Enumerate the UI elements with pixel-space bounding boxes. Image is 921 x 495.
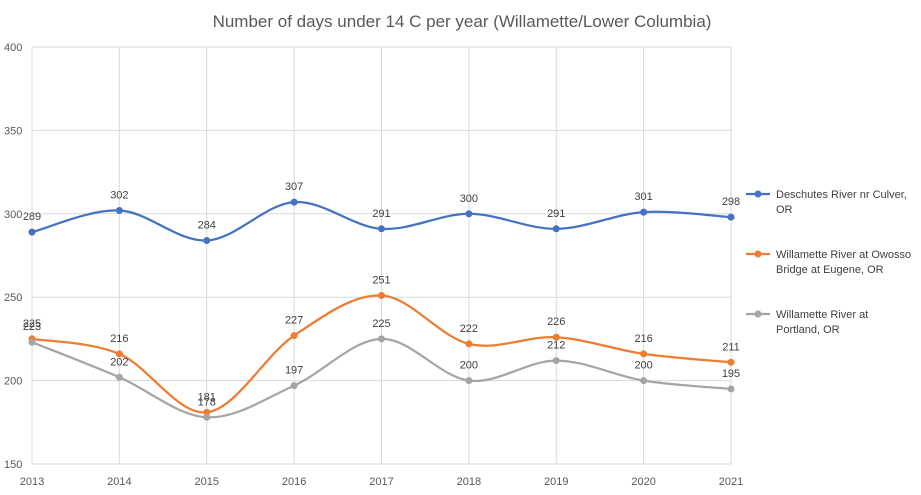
legend[interactable]: Deschutes River nr Culver, OR Willamette R… xyxy=(746,189,911,336)
legend-label: OR xyxy=(776,204,793,216)
data-point[interactable] xyxy=(727,213,735,221)
x-tick-label: 2018 xyxy=(457,476,481,488)
y-tick-label: 300 xyxy=(4,209,22,221)
data-point[interactable] xyxy=(290,382,298,390)
data-point[interactable] xyxy=(290,198,298,206)
data-label: 300 xyxy=(460,193,478,205)
data-point[interactable] xyxy=(640,208,648,216)
data-point[interactable] xyxy=(378,335,385,343)
data-label: 181 xyxy=(198,391,216,403)
y-tick-label: 150 xyxy=(4,459,22,471)
data-label: 301 xyxy=(634,191,652,203)
data-labels: 289 302 284 307 291 300 291 301 298 225 216 181 227 2… xyxy=(23,181,740,408)
data-point[interactable] xyxy=(115,206,123,214)
data-label: 291 xyxy=(372,208,390,220)
y-axis-ticks: 150 200 250 300 350 400 xyxy=(4,42,22,471)
data-label: 200 xyxy=(460,360,478,372)
legend-swatch-marker xyxy=(754,310,762,318)
legend-label: Portland, OR xyxy=(776,324,840,336)
data-point[interactable] xyxy=(378,225,385,233)
data-point[interactable] xyxy=(115,373,123,381)
legend-item[interactable]: Willamette River at Owosso Bridge at Euge… xyxy=(746,249,911,276)
y-tick-label: 400 xyxy=(4,42,22,54)
legend-item[interactable]: Deschutes River nr Culver, OR xyxy=(746,189,907,216)
x-tick-label: 2020 xyxy=(631,476,655,488)
data-label: 211 xyxy=(722,341,740,353)
data-point[interactable] xyxy=(28,228,36,236)
data-label: 212 xyxy=(547,340,565,352)
data-point[interactable] xyxy=(727,385,735,393)
data-point[interactable] xyxy=(203,236,211,244)
data-label: 216 xyxy=(110,333,128,345)
data-point[interactable] xyxy=(640,377,648,385)
legend-swatch-marker xyxy=(754,190,762,198)
data-point[interactable] xyxy=(203,408,211,416)
data-label: 202 xyxy=(110,356,128,368)
series-lines xyxy=(28,198,735,421)
x-tick-label: 2014 xyxy=(107,476,131,488)
gridlines xyxy=(31,46,732,465)
y-tick-label: 250 xyxy=(4,292,22,304)
x-tick-label: 2021 xyxy=(719,476,743,488)
data-label: 307 xyxy=(285,181,303,193)
data-label: 284 xyxy=(198,219,216,231)
legend-label: Willamette River at Owosso xyxy=(776,249,911,261)
data-point[interactable] xyxy=(115,350,123,358)
data-point[interactable] xyxy=(465,377,473,385)
data-label: 291 xyxy=(547,208,565,220)
x-tick-label: 2015 xyxy=(195,476,219,488)
data-label: 216 xyxy=(634,333,652,345)
data-label: 178 xyxy=(198,396,216,408)
data-label: 226 xyxy=(547,316,565,328)
data-point[interactable] xyxy=(465,340,473,348)
data-label: 225 xyxy=(372,318,390,330)
data-label: 289 xyxy=(23,211,41,223)
x-tick-label: 2013 xyxy=(20,476,44,488)
data-point[interactable] xyxy=(727,358,735,366)
series-line xyxy=(31,294,732,414)
legend-label: Willamette River at xyxy=(776,309,868,321)
data-label: 227 xyxy=(285,315,303,327)
data-label: 223 xyxy=(23,321,41,333)
data-label: 225 xyxy=(23,318,41,330)
chart-title: Number of days under 14 C per year (Will… xyxy=(213,12,712,31)
data-point[interactable] xyxy=(290,332,298,340)
legend-label: Bridge at Eugene, OR xyxy=(776,264,884,276)
data-label: 195 xyxy=(722,368,740,380)
data-point[interactable] xyxy=(203,413,211,421)
data-point[interactable] xyxy=(28,338,36,346)
x-axis-ticks: 2013 2014 2015 2016 2017 2018 2019 2020 2021 xyxy=(20,476,743,488)
data-point[interactable] xyxy=(378,292,385,300)
y-tick-label: 200 xyxy=(4,376,22,388)
data-label: 197 xyxy=(285,365,303,377)
data-point[interactable] xyxy=(465,210,473,218)
x-tick-label: 2019 xyxy=(544,476,568,488)
data-label: 222 xyxy=(460,323,478,335)
data-label: 302 xyxy=(110,189,128,201)
legend-item[interactable]: Willamette River at Portland, OR xyxy=(746,309,868,336)
x-tick-label: 2017 xyxy=(369,476,393,488)
data-label: 298 xyxy=(722,196,740,208)
legend-label: Deschutes River nr Culver, xyxy=(776,189,907,201)
y-tick-label: 350 xyxy=(4,125,22,137)
data-label: 200 xyxy=(634,360,652,372)
x-tick-label: 2016 xyxy=(282,476,306,488)
data-label: 251 xyxy=(372,275,390,287)
legend-swatch-marker xyxy=(754,250,762,258)
data-point[interactable] xyxy=(552,225,560,233)
data-point[interactable] xyxy=(552,357,560,365)
data-point[interactable] xyxy=(552,333,560,341)
data-point[interactable] xyxy=(640,350,648,358)
